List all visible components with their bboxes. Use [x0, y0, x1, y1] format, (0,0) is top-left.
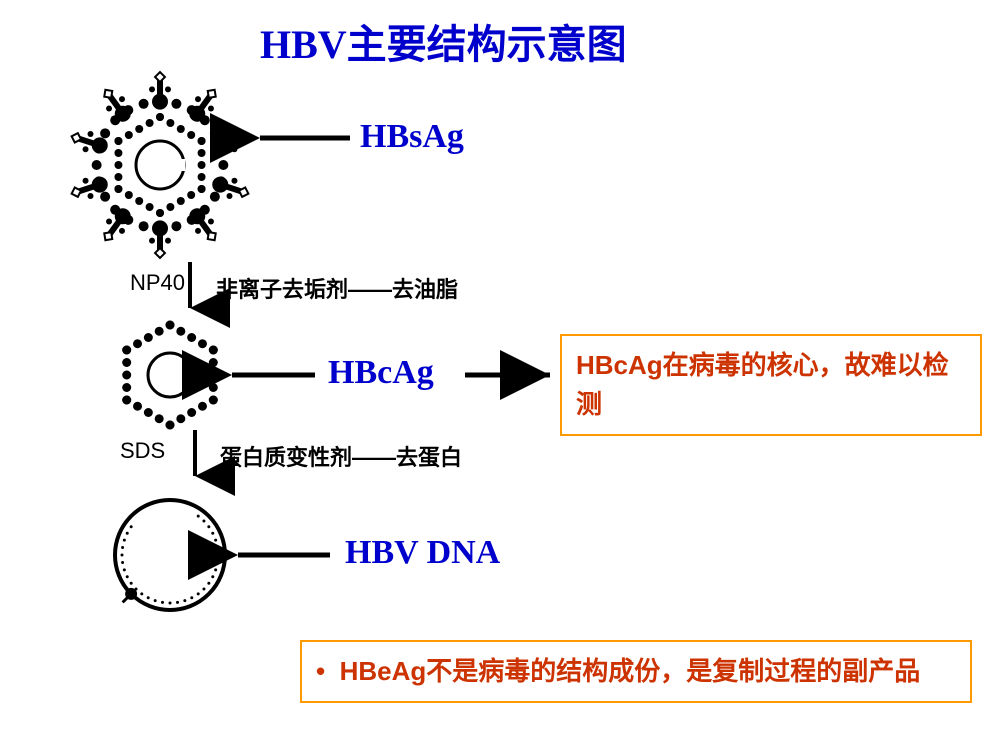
bullet-icon: • — [316, 656, 340, 686]
label-hbvdna: HBV DNA — [345, 534, 500, 572]
label-hbsag: HBsAg — [360, 118, 464, 156]
callout-hbeag-text: HBeAg不是病毒的结构成份，是复制过程的副产品 — [340, 656, 921, 686]
label-sds: SDS — [120, 438, 165, 464]
callout-hbcag: HBcAg在病毒的核心，故难以检测 — [560, 334, 982, 436]
core-particle — [122, 321, 218, 430]
hbv-dna-circle — [115, 500, 225, 610]
label-sds-desc: 蛋白质变性剂——去蛋白 — [220, 440, 462, 472]
virion-particle — [72, 72, 249, 258]
label-np40-desc: 非离子去垢剂——去油脂 — [216, 272, 458, 304]
slide-root: HBV主要结构示意图 — [0, 0, 1000, 750]
label-hbcag: HBcAg — [328, 354, 434, 392]
callout-hbeag: • HBeAg不是病毒的结构成份，是复制过程的副产品 — [300, 640, 972, 703]
label-np40: NP40 — [130, 270, 185, 296]
